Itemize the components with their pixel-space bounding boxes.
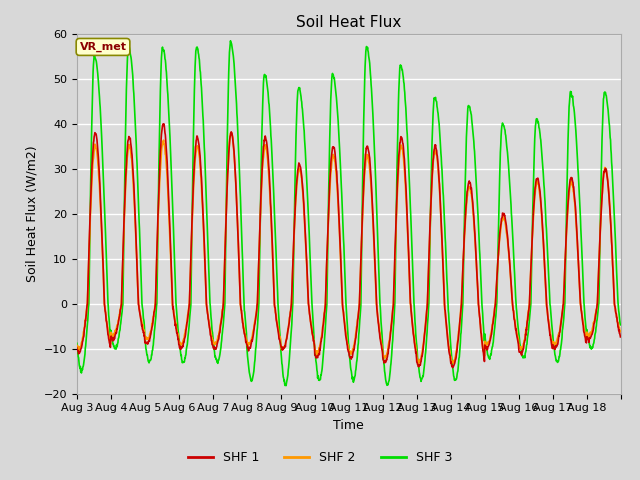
Y-axis label: Soil Heat Flux (W/m2): Soil Heat Flux (W/m2) [25,145,38,282]
Title: Soil Heat Flux: Soil Heat Flux [296,15,401,30]
Legend: SHF 1, SHF 2, SHF 3: SHF 1, SHF 2, SHF 3 [183,446,457,469]
X-axis label: Time: Time [333,419,364,432]
Text: VR_met: VR_met [79,42,127,52]
